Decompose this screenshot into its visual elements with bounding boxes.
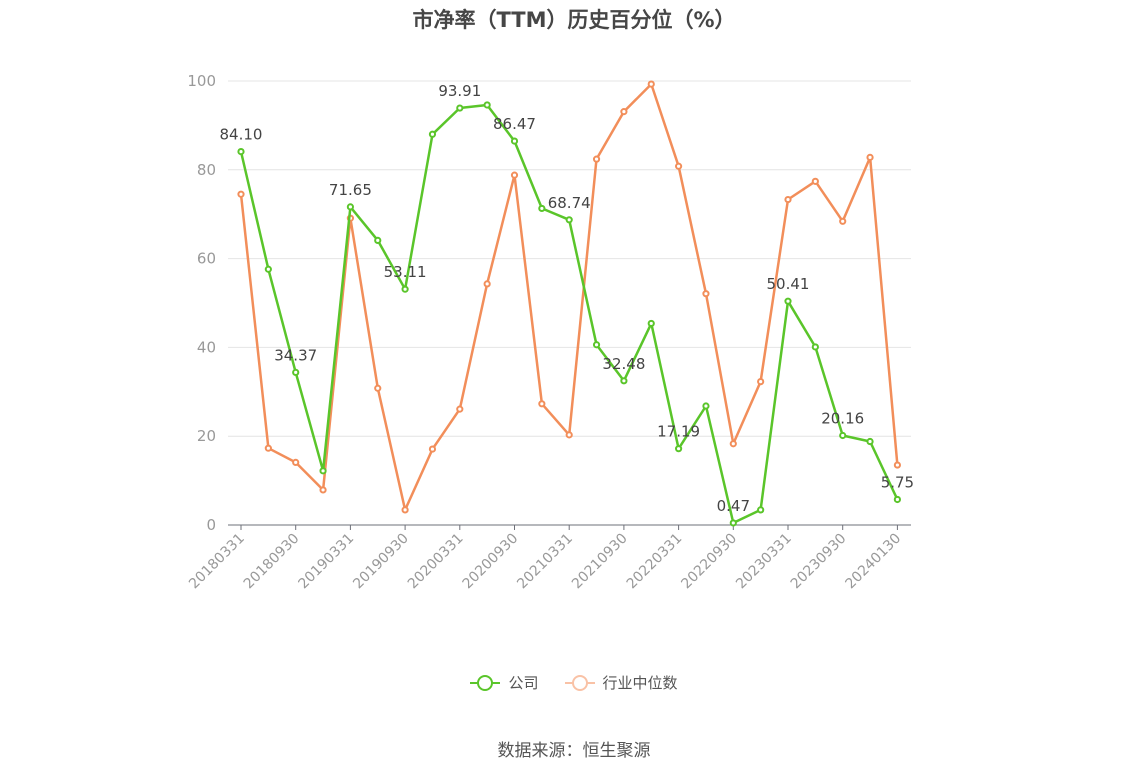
x-tick-label: 20180331 bbox=[186, 531, 248, 593]
data-point-company bbox=[647, 319, 655, 328]
y-tick-label: 0 bbox=[206, 516, 216, 534]
data-point-industry bbox=[538, 400, 546, 408]
data-point-company bbox=[456, 104, 464, 112]
data-point-industry bbox=[374, 384, 382, 392]
data-label: 20.16 bbox=[821, 409, 864, 427]
x-tick-label: 20190930 bbox=[350, 531, 412, 593]
data-point-company bbox=[565, 216, 573, 224]
data-point-industry bbox=[428, 445, 437, 453]
x-tick-label: 20200331 bbox=[405, 531, 467, 593]
data-label: 5.75 bbox=[881, 473, 914, 491]
series-line-industry bbox=[239, 82, 899, 512]
data-point-company bbox=[675, 445, 683, 453]
data-point-industry bbox=[510, 171, 519, 179]
x-tick-label: 20240130 bbox=[843, 531, 905, 593]
data-point-industry bbox=[647, 80, 655, 88]
x-tick-label: 20210331 bbox=[514, 531, 576, 593]
data-point-company bbox=[401, 285, 409, 293]
data-labels: 84.10 34.37 71.65 53.11 93.91 86.47 68.74 32.48… bbox=[220, 82, 915, 515]
data-label: 32.48 bbox=[602, 355, 645, 373]
x-tick-label: 20220930 bbox=[678, 531, 740, 593]
data-point-company bbox=[319, 467, 327, 475]
data-point-industry bbox=[811, 177, 819, 185]
data-point-industry bbox=[893, 461, 902, 469]
data-label: 53.11 bbox=[384, 263, 427, 281]
data-point-industry bbox=[675, 162, 683, 170]
y-tick-label: 80 bbox=[197, 161, 216, 179]
data-label: 84.10 bbox=[220, 126, 263, 144]
x-tick-label: 20220331 bbox=[624, 531, 686, 593]
data-point-industry bbox=[401, 506, 409, 514]
data-point-industry bbox=[784, 195, 792, 204]
legend-item-company[interactable]: 公司 bbox=[470, 672, 539, 693]
data-point-company bbox=[620, 377, 628, 385]
x-tick-label: 20200930 bbox=[460, 531, 522, 593]
data-point-industry bbox=[319, 486, 327, 494]
data-point-company bbox=[483, 101, 491, 109]
data-point-company bbox=[893, 495, 902, 504]
data-point-company bbox=[346, 203, 354, 211]
data-point-industry bbox=[839, 217, 847, 225]
data-point-industry bbox=[592, 155, 601, 163]
data-point-industry bbox=[702, 290, 710, 298]
grid-lines bbox=[228, 80, 911, 437]
data-point-company bbox=[592, 341, 601, 349]
x-tick-label: 20180930 bbox=[241, 531, 303, 593]
data-point-company bbox=[757, 506, 765, 514]
data-label: 0.47 bbox=[717, 497, 750, 515]
data-point-industry bbox=[565, 431, 573, 439]
data-point-industry bbox=[866, 153, 874, 161]
data-point-industry bbox=[237, 190, 245, 198]
data-label: 50.41 bbox=[767, 275, 810, 293]
source-note: 数据来源：恒生聚源 bbox=[497, 741, 651, 761]
legend: 公司 行业中位数 bbox=[0, 672, 1148, 693]
data-label: 93.91 bbox=[438, 82, 481, 100]
series-line-company bbox=[239, 103, 899, 525]
data-point-industry bbox=[264, 444, 272, 452]
y-tick-label: 20 bbox=[197, 427, 216, 445]
data-point-company bbox=[811, 343, 819, 351]
legend-label-company: 公司 bbox=[508, 674, 539, 692]
data-point-industry bbox=[757, 377, 765, 386]
data-point-industry bbox=[456, 405, 464, 413]
data-point-company bbox=[428, 130, 437, 138]
data-point-industry bbox=[483, 280, 491, 288]
data-point-company bbox=[292, 368, 300, 376]
data-point-company bbox=[374, 236, 382, 244]
axes: 0 20 40 60 80 100 2018033120180930201903312019… bbox=[186, 72, 911, 592]
x-tick-label: 20230930 bbox=[788, 531, 850, 593]
legend-line-marker-icon bbox=[470, 674, 501, 691]
data-point-company bbox=[538, 204, 546, 213]
data-point-company bbox=[729, 519, 737, 527]
data-label: 68.74 bbox=[548, 194, 591, 212]
data-point-industry bbox=[292, 458, 300, 466]
data-point-company bbox=[264, 265, 272, 273]
data-point-company bbox=[866, 437, 874, 446]
data-label: 17.19 bbox=[657, 423, 700, 441]
data-point-company bbox=[702, 402, 710, 410]
x-tick-label: 20210930 bbox=[569, 531, 631, 593]
data-point-industry bbox=[620, 108, 628, 116]
legend-label-industry: 行业中位数 bbox=[602, 674, 678, 692]
data-point-company bbox=[510, 137, 519, 145]
x-tick-label: 20230331 bbox=[733, 531, 795, 593]
y-tick-label: 100 bbox=[187, 72, 216, 90]
y-tick-label: 60 bbox=[197, 250, 216, 268]
series bbox=[237, 80, 902, 527]
data-point-company bbox=[784, 297, 792, 305]
legend-item-industry[interactable]: 行业中位数 bbox=[564, 672, 678, 693]
chart-title: 市净率（TTM）历史百分位（%） bbox=[412, 8, 736, 32]
x-tick-label: 20190331 bbox=[296, 531, 358, 593]
data-point-company bbox=[839, 431, 847, 440]
data-point-company bbox=[237, 147, 245, 156]
data-point-industry bbox=[729, 440, 737, 448]
data-label: 34.37 bbox=[274, 346, 317, 364]
legend-line-marker-icon bbox=[564, 674, 595, 691]
data-label: 71.65 bbox=[329, 181, 372, 199]
data-label: 86.47 bbox=[493, 115, 536, 133]
y-tick-label: 40 bbox=[197, 338, 216, 356]
